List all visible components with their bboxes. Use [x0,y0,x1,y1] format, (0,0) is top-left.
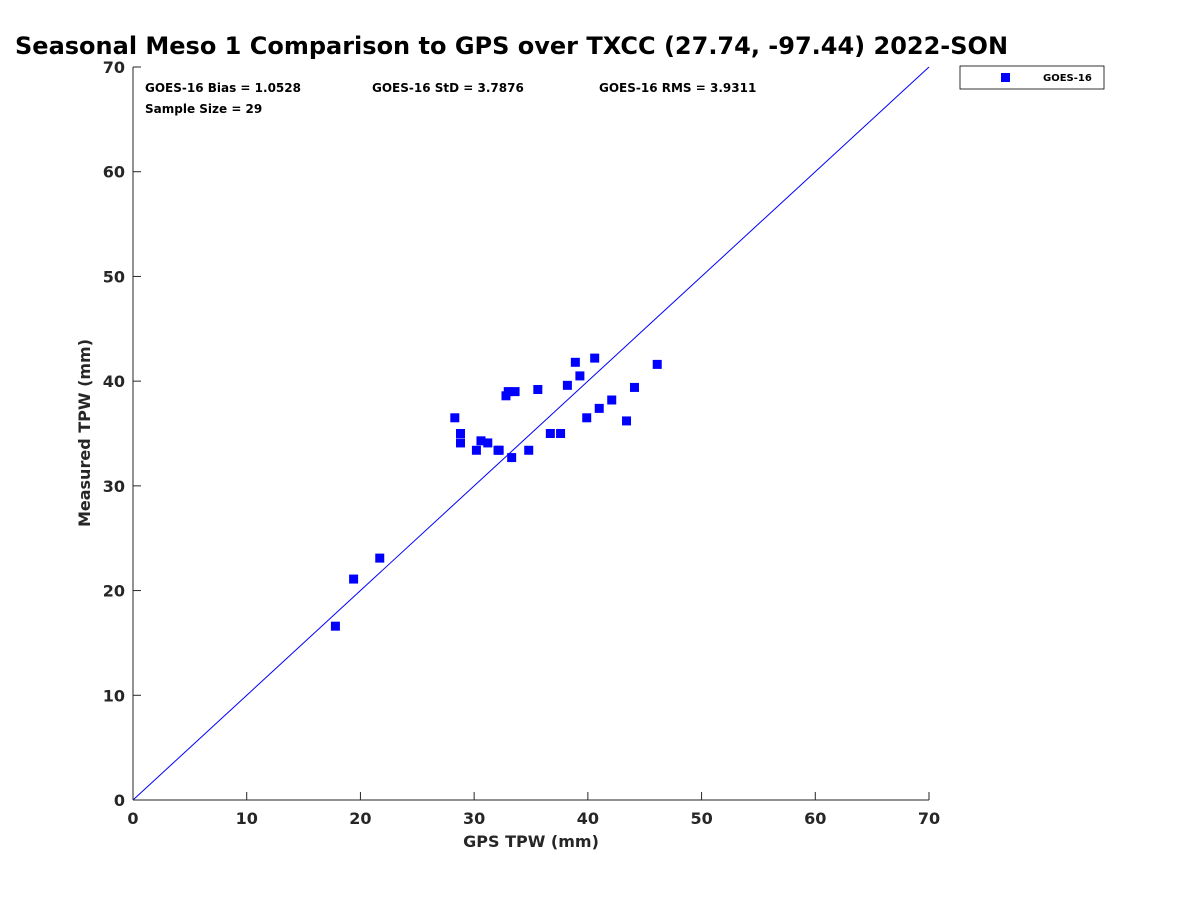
data-points [330,353,662,631]
data-point [510,387,520,397]
stat-std: GOES-16 StD = 3.7876 [372,81,524,95]
legend-label-goes-16: GOES-16 [1043,73,1092,84]
data-point [375,553,385,563]
y-tick-label: 10 [103,686,125,705]
chart-title: Seasonal Meso 1 Comparison to GPS over T… [15,32,1008,60]
x-tick-label: 10 [236,809,258,828]
reference-line-group [132,66,930,801]
y-axis-ticks: 0 10 20 30 40 50 60 70 [103,58,141,810]
x-tick-label: 0 [127,809,138,828]
legend-box [959,65,1105,90]
data-point [455,438,465,448]
x-axis-label: GPS TPW (mm) [463,832,599,851]
x-tick-label: 70 [918,809,940,828]
data-point [570,357,580,367]
stat-sample-size: Sample Size = 29 [145,102,262,116]
y-tick-label: 70 [103,58,125,77]
data-point [450,413,460,423]
x-tick-label: 50 [690,809,712,828]
y-tick-label: 0 [114,791,125,810]
data-point [471,445,481,455]
data-point [476,436,486,446]
data-point [652,359,662,369]
y-tick-label: 50 [103,267,125,286]
data-point [629,382,639,392]
data-point [575,371,585,381]
data-point [590,353,600,363]
data-point [622,416,632,426]
data-point [556,429,566,438]
y-axis-label: Measured TPW (mm) [75,339,94,527]
data-point [594,403,604,413]
one-to-one-reference-line [132,66,930,801]
data-point [507,453,517,463]
y-tick-label: 30 [103,477,125,496]
plot-area: 0 10 20 30 40 50 60 70 0 10 20 30 40 50 60 70 [103,58,940,828]
data-point [483,438,493,448]
stat-bias: GOES-16 Bias = 1.0528 [145,81,301,95]
data-point [582,413,592,423]
data-point [503,387,513,397]
x-tick-label: 20 [349,809,371,828]
y-tick-label: 60 [103,163,125,182]
x-tick-label: 40 [577,809,599,828]
data-point [562,380,572,390]
y-tick-label: 40 [103,372,125,391]
data-point [349,574,359,584]
legend: GOES-16 [959,65,1105,90]
legend-marker-goes-16 [1001,73,1010,82]
data-point [533,385,543,395]
y-tick-label: 20 [103,582,125,601]
data-point [607,395,617,405]
data-point [545,429,555,438]
data-point [455,429,465,438]
stat-rms: GOES-16 RMS = 3.9311 [599,81,756,95]
x-tick-label: 60 [804,809,826,828]
data-point [494,445,504,455]
x-axis-ticks: 0 10 20 30 40 50 60 70 [127,792,940,828]
data-point [330,621,340,631]
data-point [524,445,534,455]
axes-group [132,67,929,801]
x-tick-label: 30 [463,809,485,828]
